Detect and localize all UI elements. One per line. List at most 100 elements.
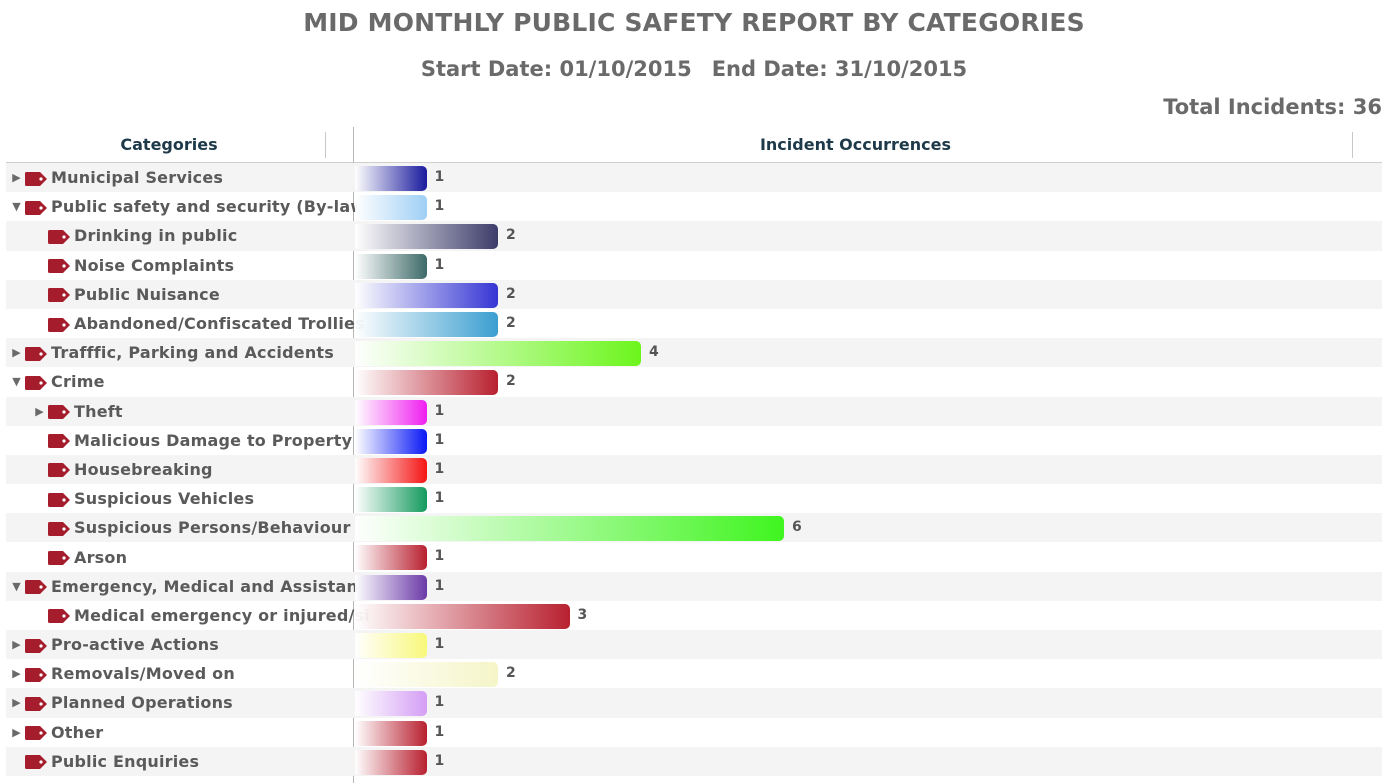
table-row[interactable]: ▶ Municipal Services 1 xyxy=(6,163,1382,193)
category-tag-icon xyxy=(25,725,47,741)
table-row[interactable]: ▼ Emergency, Medical and Assistance 1 xyxy=(6,571,1382,601)
occurrence-value: 1 xyxy=(434,548,445,565)
occurrence-value: 1 xyxy=(434,694,445,711)
occurrence-bar[interactable] xyxy=(355,516,784,542)
table-row[interactable]: Medical emergency or injured/si 3 xyxy=(6,601,1382,630)
category-cell: Abandoned/Confiscated Trollies xyxy=(6,309,380,338)
category-cell: Housebreaking xyxy=(6,455,380,484)
occurrence-bar[interactable] xyxy=(355,224,498,250)
table-row[interactable]: ▶ Removals/Moved on 2 xyxy=(6,659,1382,688)
category-cell: Medical emergency or injured/si xyxy=(6,601,380,630)
occurrence-bar[interactable] xyxy=(355,457,427,483)
category-tag-icon xyxy=(25,346,47,361)
column-resize-handle[interactable] xyxy=(1352,132,1353,158)
category-tag-icon xyxy=(48,317,70,332)
category-cell: ▶ Pro-active Actions xyxy=(6,630,357,659)
category-tag-icon xyxy=(25,171,47,186)
category-label: Public safety and security (By-laws) xyxy=(51,197,357,217)
expand-arrow-icon[interactable]: ▶ xyxy=(12,667,21,681)
expand-arrow-icon[interactable]: ▶ xyxy=(12,725,21,739)
table-row[interactable]: Public Enquiries 1 xyxy=(6,746,1382,776)
collapse-arrow-icon[interactable]: ▼ xyxy=(12,375,21,389)
occurrence-value: 2 xyxy=(506,665,516,682)
occurrence-bar[interactable] xyxy=(355,545,427,571)
category-tag-icon xyxy=(25,579,47,595)
table-row[interactable]: Suspicious Vehicles 1 xyxy=(6,484,1382,513)
total-incidents: Total Incidents: 36 xyxy=(1163,95,1382,119)
table-row[interactable]: Noise Complaints 1 xyxy=(6,251,1382,280)
occurrence-bar[interactable] xyxy=(355,749,427,775)
table-row[interactable]: ▼ Public safety and security (By-laws) 1 xyxy=(6,192,1382,221)
category-label: Planned Operations xyxy=(51,693,233,713)
start-date: Start Date: 01/10/2015 xyxy=(420,57,692,81)
table-row[interactable]: Housebreaking 1 xyxy=(6,454,1382,485)
category-cell: Arson xyxy=(6,542,380,571)
occurrence-bar[interactable] xyxy=(355,691,427,717)
table-row[interactable]: ▶ Planned Operations 1 xyxy=(6,688,1382,718)
category-tag-icon xyxy=(48,608,70,624)
category-label: Malicious Damage to Property xyxy=(74,430,353,450)
category-label: Drinking in public xyxy=(74,226,238,246)
occurrence-value: 1 xyxy=(434,402,445,419)
category-label: Municipal Services xyxy=(51,168,224,188)
expand-arrow-icon[interactable]: ▶ xyxy=(12,346,21,360)
category-label: Public Nuisance xyxy=(74,284,220,304)
column-resize-handle[interactable] xyxy=(325,132,326,158)
category-label: Noise Complaints xyxy=(74,255,235,275)
occurrence-value: 1 xyxy=(434,169,445,185)
occurrence-bar[interactable] xyxy=(355,399,427,425)
table-row[interactable]: ▶ Trafffic, Parking and Accidents 4 xyxy=(6,338,1382,368)
category-tag-icon xyxy=(48,521,70,536)
occurrence-bar[interactable] xyxy=(355,633,427,658)
expand-arrow-icon[interactable]: ▶ xyxy=(12,171,21,185)
category-label: Medical emergency or injured/si xyxy=(74,605,370,625)
table-row[interactable]: Drinking in public 2 xyxy=(6,221,1382,251)
occurrence-bar[interactable] xyxy=(355,253,427,279)
category-cell: Malicious Damage to Property xyxy=(6,426,380,455)
occurrence-bar[interactable] xyxy=(355,282,498,308)
occurrence-bar[interactable] xyxy=(355,195,427,221)
occurrence-bar[interactable] xyxy=(355,603,570,629)
category-label: Crime xyxy=(51,372,105,392)
table-row[interactable]: Malicious Damage to Property 1 xyxy=(6,426,1382,455)
occurrence-bar[interactable] xyxy=(355,428,427,454)
category-label: Trafffic, Parking and Accidents xyxy=(51,343,334,363)
category-label: Abandoned/Confiscated Trollies xyxy=(74,314,365,334)
expand-arrow-icon[interactable]: ▶ xyxy=(12,696,21,710)
occurrence-bar[interactable] xyxy=(355,341,641,367)
column-header-occurrences[interactable]: Incident Occurrences xyxy=(759,135,952,154)
occurrence-bar[interactable] xyxy=(355,166,427,191)
table-row[interactable]: ▶ Pro-active Actions 1 xyxy=(6,630,1382,660)
expand-arrow-icon[interactable]: ▶ xyxy=(35,404,44,418)
expand-arrow-icon[interactable]: ▶ xyxy=(12,638,21,652)
occurrence-bar[interactable] xyxy=(355,720,427,746)
category-tag-icon xyxy=(25,696,47,711)
category-tag-icon xyxy=(48,433,70,449)
report-grid: Categories Incident Occurrences ▶ Municip… xyxy=(6,127,1382,783)
table-row[interactable]: ▶ Other 1 xyxy=(6,718,1382,747)
category-cell: ▶ Municipal Services xyxy=(6,163,357,192)
category-tag-icon xyxy=(48,287,70,303)
category-cell: Drinking in public xyxy=(6,221,380,250)
occurrence-bar[interactable] xyxy=(355,370,498,396)
table-row[interactable]: Public Nuisance 2 xyxy=(6,279,1382,309)
column-header-categories[interactable]: Categories xyxy=(120,135,218,154)
collapse-arrow-icon[interactable]: ▼ xyxy=(12,579,21,593)
table-row[interactable]: Arson 1 xyxy=(6,542,1382,571)
occurrence-bar[interactable] xyxy=(355,662,498,688)
table-row[interactable]: ▼ Crime 2 xyxy=(6,367,1382,396)
category-cell: Public Nuisance xyxy=(6,280,380,309)
table-row[interactable]: Suspicious Persons/Behaviour 6 xyxy=(6,513,1382,543)
category-tag-icon xyxy=(48,462,70,478)
table-row[interactable]: ▶ Theft 1 xyxy=(6,396,1382,426)
table-row[interactable]: Abandoned/Confiscated Trollies 2 xyxy=(6,309,1382,338)
date-range: Start Date: 01/10/2015 End Date: 31/10/20… xyxy=(0,57,1388,81)
category-label: Pro-active Actions xyxy=(51,635,220,655)
collapse-arrow-icon[interactable]: ▼ xyxy=(12,200,21,214)
category-label: Public Enquiries xyxy=(51,751,200,771)
category-cell: ▼ Emergency, Medical and Assistance xyxy=(6,572,357,601)
occurrence-bar[interactable] xyxy=(355,311,498,337)
category-cell: ▼ Public safety and security (By-laws) xyxy=(6,192,357,221)
occurrence-bar[interactable] xyxy=(355,574,427,600)
occurrence-bar[interactable] xyxy=(355,487,427,513)
